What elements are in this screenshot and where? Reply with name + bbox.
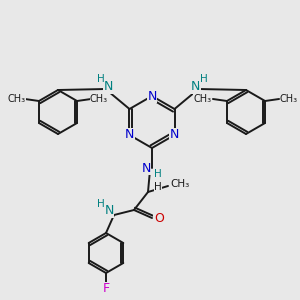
Text: N: N [147,89,157,103]
Text: N: N [104,80,113,94]
Text: N: N [170,128,179,142]
Text: CH₃: CH₃ [90,94,108,104]
Text: H: H [200,74,207,84]
Text: N: N [191,80,200,94]
Text: N: N [141,161,151,175]
Text: N: N [104,205,114,218]
Text: CH₃: CH₃ [8,94,26,104]
Text: N: N [125,128,134,142]
Text: O: O [154,212,164,224]
Text: CH₃: CH₃ [280,94,298,104]
Text: CH₃: CH₃ [170,179,190,189]
Text: H: H [154,182,162,192]
Text: H: H [97,74,104,84]
Text: H: H [97,199,105,209]
Text: H: H [154,169,162,179]
Text: CH₃: CH₃ [194,94,212,104]
Text: F: F [102,283,110,296]
